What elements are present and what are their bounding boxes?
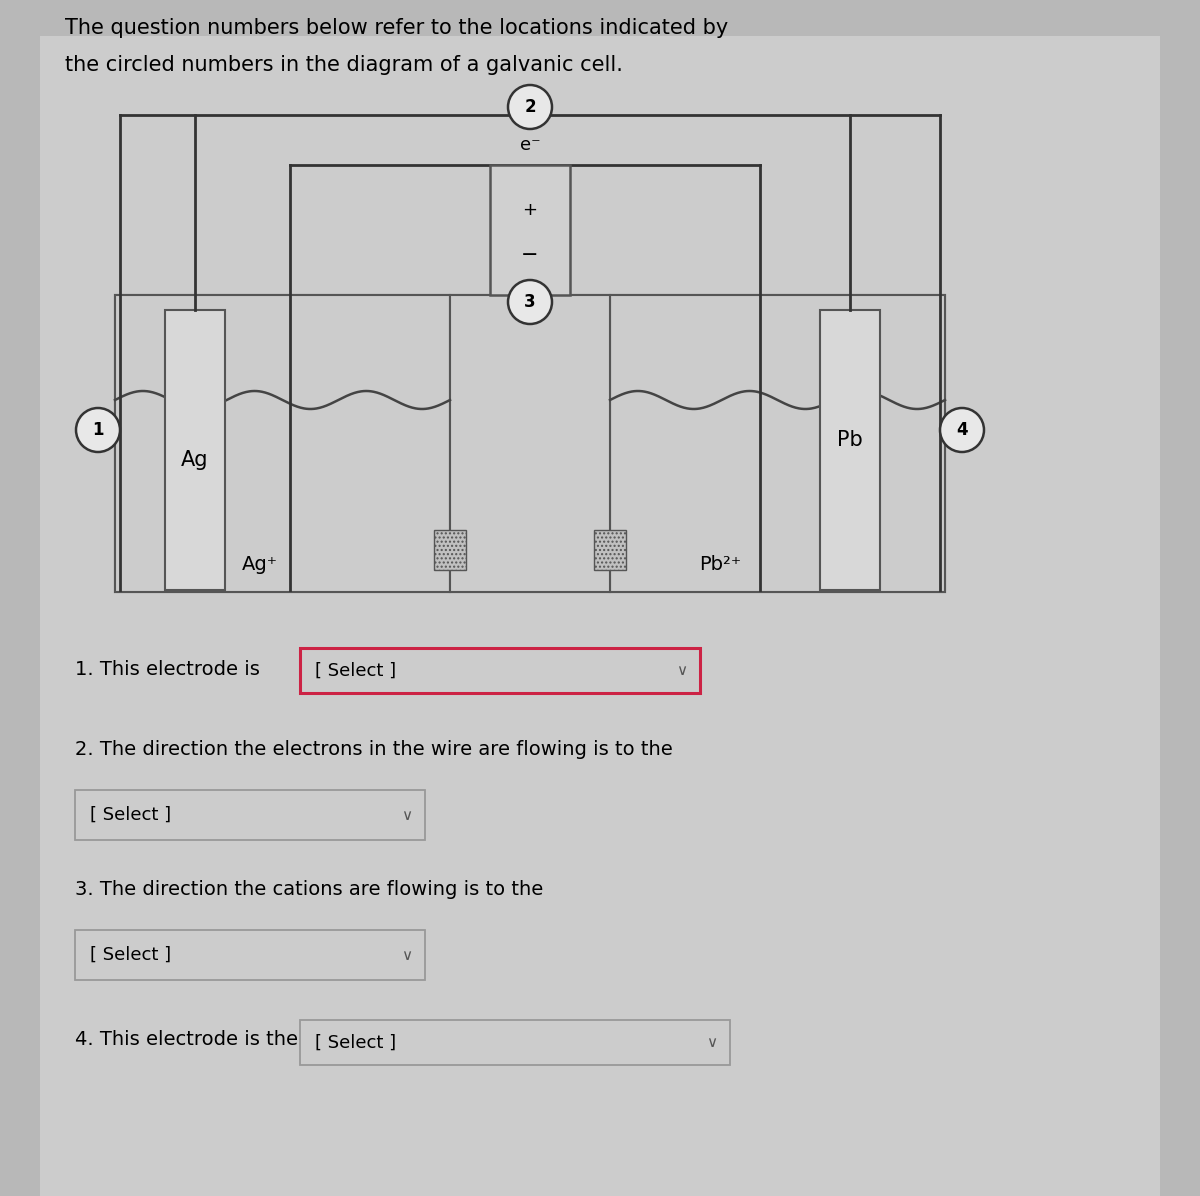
Bar [115, 295, 946, 592]
Bar [610, 295, 946, 592]
Text: Ag: Ag [181, 450, 209, 470]
Bar [434, 530, 466, 570]
Circle shape [508, 280, 552, 324]
Text: ∨: ∨ [677, 663, 688, 678]
Text: 3. The direction the cations are flowing is to the: 3. The direction the cations are flowing… [74, 880, 544, 899]
Bar [490, 165, 570, 295]
Text: Pb²⁺: Pb²⁺ [698, 555, 742, 574]
Bar [594, 530, 626, 570]
Text: 2: 2 [524, 98, 536, 116]
Text: ∨: ∨ [402, 947, 413, 963]
Bar [74, 930, 425, 980]
Bar [820, 310, 880, 590]
Text: [ Select ]: [ Select ] [90, 946, 172, 964]
Bar [74, 791, 425, 840]
Bar [300, 648, 700, 692]
Bar [166, 310, 226, 590]
Text: The question numbers below refer to the locations indicated by: The question numbers below refer to the … [65, 18, 728, 38]
Text: the circled numbers in the diagram of a galvanic cell.: the circled numbers in the diagram of a … [65, 55, 623, 75]
Text: e⁻: e⁻ [520, 136, 540, 154]
Text: ∨: ∨ [402, 807, 413, 823]
Bar [300, 1020, 730, 1064]
Text: ∨: ∨ [707, 1035, 718, 1050]
Text: −: − [521, 245, 539, 266]
Text: 4. This electrode is the: 4. This electrode is the [74, 1030, 298, 1049]
Text: 4: 4 [956, 421, 968, 439]
Bar [450, 295, 610, 592]
Text: [ Select ]: [ Select ] [90, 806, 172, 824]
Circle shape [508, 85, 552, 129]
Text: [ Select ]: [ Select ] [314, 1033, 396, 1051]
Text: 3: 3 [524, 293, 536, 311]
Circle shape [76, 408, 120, 452]
Text: +: + [522, 201, 538, 219]
Circle shape [940, 408, 984, 452]
Text: 1: 1 [92, 421, 103, 439]
Text: Ag⁺: Ag⁺ [242, 555, 278, 574]
Text: 1. This electrode is: 1. This electrode is [74, 660, 260, 679]
Text: 2. The direction the electrons in the wire are flowing is to the: 2. The direction the electrons in the wi… [74, 740, 673, 759]
Text: Pb: Pb [838, 431, 863, 450]
Text: [ Select ]: [ Select ] [314, 661, 396, 679]
Bar [115, 295, 450, 592]
